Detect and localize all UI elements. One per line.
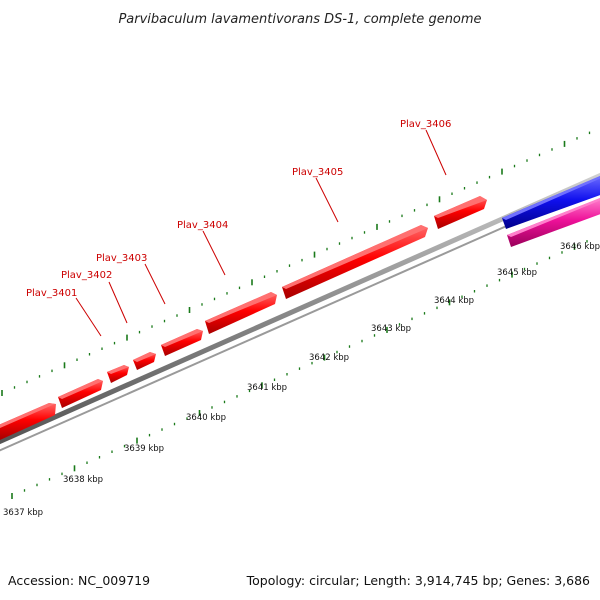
- pink-feature-bar[interactable]: [507, 198, 600, 247]
- backbone-line-upper: [0, 172, 600, 445]
- backbone-line-lower: [0, 183, 600, 452]
- scale-label: 3645 kbp: [497, 268, 537, 278]
- gene-arrow-plav-3405[interactable]: [282, 225, 428, 299]
- blue-feature-arrow[interactable]: [502, 176, 600, 229]
- gene-arrow-plav-3403[interactable]: [133, 352, 156, 370]
- gene-arrow-1[interactable]: [0, 403, 56, 440]
- gene-label-plav-3403[interactable]: Plav_3403: [96, 253, 147, 264]
- gene-label-leaders: [75, 129, 447, 337]
- scale-label: 3637 kbp: [3, 508, 43, 518]
- gene-label-plav-3404[interactable]: Plav_3404: [177, 220, 228, 231]
- scale-labels: 3637 kbp 3638 kbp 3639 kbp 3640 kbp 3641…: [3, 242, 600, 518]
- tick-row-lower: [11, 240, 588, 499]
- leader-plav-3402: [108, 281, 128, 324]
- scale-label: 3642 kbp: [309, 353, 349, 363]
- leader-plav-3406: [425, 129, 447, 176]
- leader-plav-3405: [315, 177, 339, 223]
- gene-labels: Plav_3401 Plav_3402 Plav_3403 Plav_3404 …: [26, 119, 451, 299]
- gene-arrow-plav-3402[interactable]: [107, 365, 129, 383]
- gene-label-plav-3402[interactable]: Plav_3402: [61, 270, 112, 281]
- scale-label: 3640 kbp: [186, 413, 226, 423]
- gene-arrow-plav-3406[interactable]: [434, 196, 487, 229]
- accession-text: Accession: NC_009719: [8, 573, 150, 588]
- gene-arrow-plav-3401[interactable]: [58, 379, 103, 408]
- scale-label: 3643 kbp: [371, 324, 411, 334]
- gene-label-plav-3405[interactable]: Plav_3405: [292, 167, 343, 178]
- scale-label: 3639 kbp: [124, 444, 164, 454]
- scale-label: 3638 kbp: [63, 475, 103, 485]
- scale-label: 3646 kbp: [560, 242, 600, 252]
- leader-plav-3403: [144, 263, 166, 305]
- scale-label: 3641 kbp: [247, 383, 287, 393]
- genome-summary-text: Topology: circular; Length: 3,914,745 bp…: [246, 573, 590, 588]
- gene-label-plav-3406[interactable]: Plav_3406: [400, 119, 451, 130]
- scale-label: 3644 kbp: [434, 296, 474, 306]
- gene-track: [0, 176, 600, 440]
- leader-plav-3404: [202, 230, 226, 276]
- gene-arrow-plav-3404[interactable]: [205, 292, 277, 334]
- map-title: Parvibaculum lavamentivorans DS-1, compl…: [118, 12, 481, 27]
- tick-row-upper: [1, 131, 591, 396]
- leader-plav-3401: [75, 297, 102, 337]
- gene-label-plav-3401[interactable]: Plav_3401: [26, 288, 77, 299]
- gene-arrow-plav-3403b[interactable]: [161, 329, 203, 356]
